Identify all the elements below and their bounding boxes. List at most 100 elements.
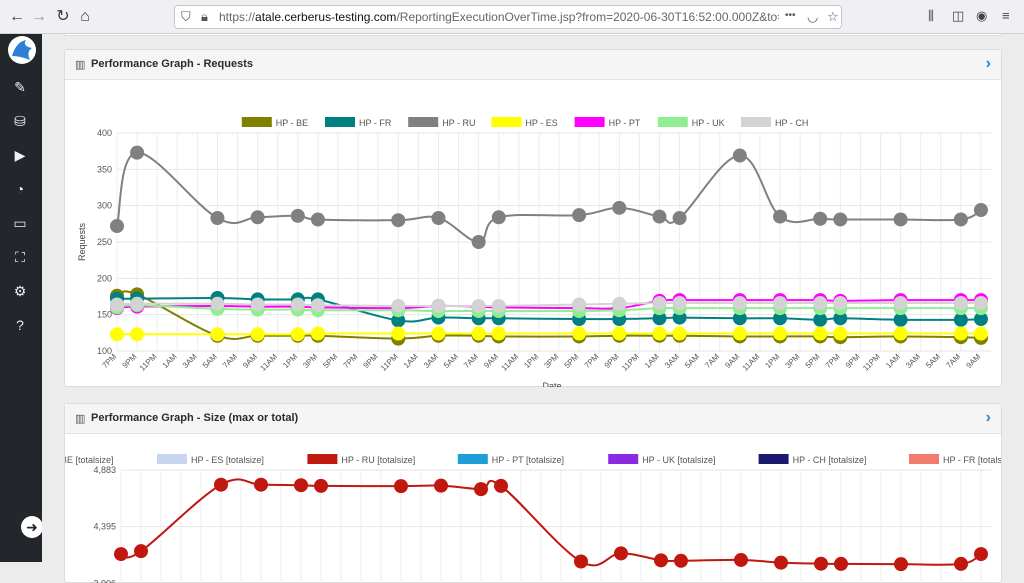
- requests-chart: HP - BE HP - FR HP - RU HP - ES HP - PT HP - …: [77, 117, 991, 387]
- legend-swatch: [657, 117, 688, 127]
- legend-swatch: [325, 117, 355, 127]
- data-point: [814, 556, 828, 571]
- data-point: [471, 298, 486, 313]
- data-point: [250, 210, 265, 225]
- library-icon[interactable]: ⫼: [928, 8, 934, 23]
- data-point: [210, 211, 225, 226]
- data-point: [672, 211, 687, 226]
- data-point: [654, 553, 668, 568]
- x-tick-label: 9PM: [603, 352, 621, 370]
- browser-toolbar: ← → ↻ ⌂ ⛉ 🔒︎ https://atale.cerberus-test…: [0, 0, 1024, 34]
- size-chart: HP - BE [totalsize] HP - ES [totalsize] HP…: [65, 454, 1001, 583]
- cerberus-logo[interactable]: [6, 34, 38, 66]
- pocket-icon[interactable]: ◡: [807, 9, 819, 24]
- data-point: [732, 311, 747, 326]
- data-point: [834, 556, 848, 571]
- x-tick-label: 9PM: [121, 352, 139, 370]
- legend-label: HP - RU [totalsize]: [341, 455, 415, 465]
- back-icon[interactable]: ←: [9, 8, 25, 25]
- x-tick-label: 1AM: [161, 352, 179, 370]
- data-point: [391, 313, 406, 328]
- data-point: [973, 296, 988, 311]
- chevron-right-icon[interactable]: ›: [985, 409, 991, 426]
- data-point: [732, 296, 747, 311]
- data-point: [672, 326, 687, 341]
- data-point: [254, 477, 268, 492]
- data-point: [250, 297, 265, 312]
- data-point: [612, 200, 627, 215]
- size-card: ▥ Performance Graph - Size (max or total…: [64, 403, 1002, 583]
- data-point: [130, 327, 145, 342]
- help-icon[interactable]: ?: [16, 317, 24, 333]
- data-point: [732, 148, 747, 163]
- url-bar[interactable]: ⛉ 🔒︎ https://atale.cerberus-testing.com/…: [174, 5, 842, 29]
- x-tick-label: 5PM: [563, 352, 581, 370]
- data-point: [953, 326, 968, 341]
- x-tick-label: 7PM: [824, 352, 842, 370]
- data-point: [833, 326, 848, 341]
- sitemap-icon[interactable]: ⛶: [15, 249, 25, 265]
- data-point: [294, 478, 308, 493]
- legend-swatch: [574, 117, 605, 127]
- x-tick-label: 3AM: [422, 352, 440, 370]
- forward-icon[interactable]: →: [31, 8, 47, 25]
- account-icon[interactable]: ◉: [976, 8, 988, 23]
- database-icon[interactable]: ⛁: [14, 113, 26, 129]
- edit-icon[interactable]: ✎: [14, 79, 26, 95]
- legend-swatch: [909, 454, 939, 464]
- data-point: [130, 296, 145, 311]
- legend-label: HP - PT: [609, 118, 641, 128]
- sidebar-toggle-icon[interactable]: ◫: [952, 8, 965, 23]
- pie-chart-icon[interactable]: ◔: [15, 181, 25, 197]
- legend-swatch: [241, 117, 272, 127]
- data-point: [471, 235, 486, 249]
- series-line: [116, 332, 981, 336]
- data-point: [974, 547, 988, 562]
- data-point: [973, 203, 988, 218]
- x-tick-label: 1AM: [643, 352, 661, 370]
- data-point: [110, 327, 124, 342]
- shield-icon[interactable]: ⛉: [181, 9, 191, 24]
- legend-swatch: [758, 454, 789, 464]
- chevron-right-icon[interactable]: ›: [985, 55, 991, 72]
- gears-icon[interactable]: ⚙: [13, 283, 27, 299]
- data-point: [893, 212, 908, 227]
- x-tick-label: 11PM: [379, 352, 400, 373]
- y-tick-label: 100: [97, 346, 112, 356]
- legend-label: HP - ES: [525, 118, 557, 128]
- data-point: [310, 298, 325, 313]
- data-point: [652, 326, 667, 341]
- y-tick-label: 4,883: [93, 465, 116, 475]
- collapse-sidebar-button[interactable]: ➜: [21, 516, 43, 538]
- data-point: [612, 326, 627, 341]
- menu-icon[interactable]: ≡: [1002, 8, 1010, 23]
- data-point: [434, 478, 448, 493]
- bookmark-star-icon[interactable]: ☆: [827, 9, 839, 24]
- x-tick-label: 5AM: [924, 352, 942, 370]
- y-tick-label: 400: [97, 128, 112, 138]
- play-icon[interactable]: ▶: [14, 147, 26, 163]
- laptop-icon[interactable]: ▭: [13, 215, 27, 231]
- home-icon[interactable]: ⌂: [80, 8, 90, 25]
- data-point: [973, 326, 988, 341]
- series-line: [116, 151, 982, 244]
- data-point: [612, 296, 627, 311]
- reload-icon[interactable]: ↻: [56, 8, 70, 25]
- x-tick-label: 7AM: [944, 352, 962, 370]
- requests-card-header[interactable]: ▥ Performance Graph - Requests ›: [65, 50, 1001, 80]
- data-point: [471, 326, 486, 341]
- data-point: [774, 555, 788, 570]
- legend-swatch: [608, 454, 639, 464]
- more-actions-icon[interactable]: •••: [785, 10, 796, 21]
- size-card-header[interactable]: ▥ Performance Graph - Size (max or total…: [65, 404, 1001, 434]
- data-point: [813, 211, 828, 226]
- x-tick-label: 11PM: [620, 352, 641, 373]
- x-tick-label: 9PM: [362, 352, 380, 370]
- data-point: [110, 297, 124, 312]
- x-tick-label: 7AM: [221, 352, 239, 370]
- data-point: [431, 326, 446, 341]
- requests-card-title: Performance Graph - Requests: [91, 58, 253, 70]
- data-point: [491, 210, 506, 225]
- url-text[interactable]: https://atale.cerberus-testing.com/Repor…: [219, 10, 779, 24]
- y-tick-label: 3,906: [93, 578, 116, 583]
